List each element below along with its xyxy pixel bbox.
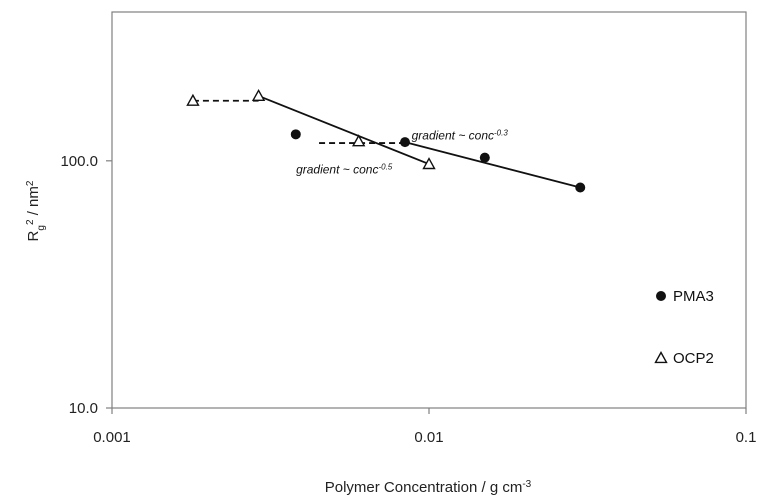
x-tick-label: 0.01 xyxy=(414,429,443,446)
gradient-annotation: gradient ~ conc-0.3 xyxy=(412,128,509,143)
data-point-ocp2 xyxy=(351,134,366,147)
data-point-pma3 xyxy=(575,182,586,193)
data-point-ocp2 xyxy=(422,157,436,170)
x-axis-title-sup: -3 xyxy=(522,479,531,490)
legend-marker-ocp2 xyxy=(654,351,668,364)
y-tick-label: 100.0 xyxy=(60,153,98,170)
fit-line-pma3 xyxy=(404,141,581,189)
data-point-ocp2 xyxy=(186,93,200,106)
plot-area xyxy=(111,11,747,409)
data-point-pma3 xyxy=(399,137,410,148)
gradient-annotation: gradient ~ conc-0.5 xyxy=(296,162,393,177)
data-point-pma3 xyxy=(290,129,301,140)
legend-marker-pma3 xyxy=(656,291,666,301)
x-axis-title: Polymer Concentration / g cm-3 xyxy=(325,479,532,496)
fit-line-ocp2 xyxy=(258,95,430,165)
legend-label-pma3: PMA3 xyxy=(673,288,714,305)
data-point-ocp2 xyxy=(251,89,266,102)
y-tick-label: 10.0 xyxy=(69,400,98,417)
x-tick-label: 0.1 xyxy=(736,429,757,446)
legend-label-ocp2: OCP2 xyxy=(673,350,714,367)
x-tick-label: 0.001 xyxy=(93,429,131,446)
data-point-pma3 xyxy=(479,152,490,163)
y-axis-title: Rg2 / nm2 xyxy=(25,180,47,241)
